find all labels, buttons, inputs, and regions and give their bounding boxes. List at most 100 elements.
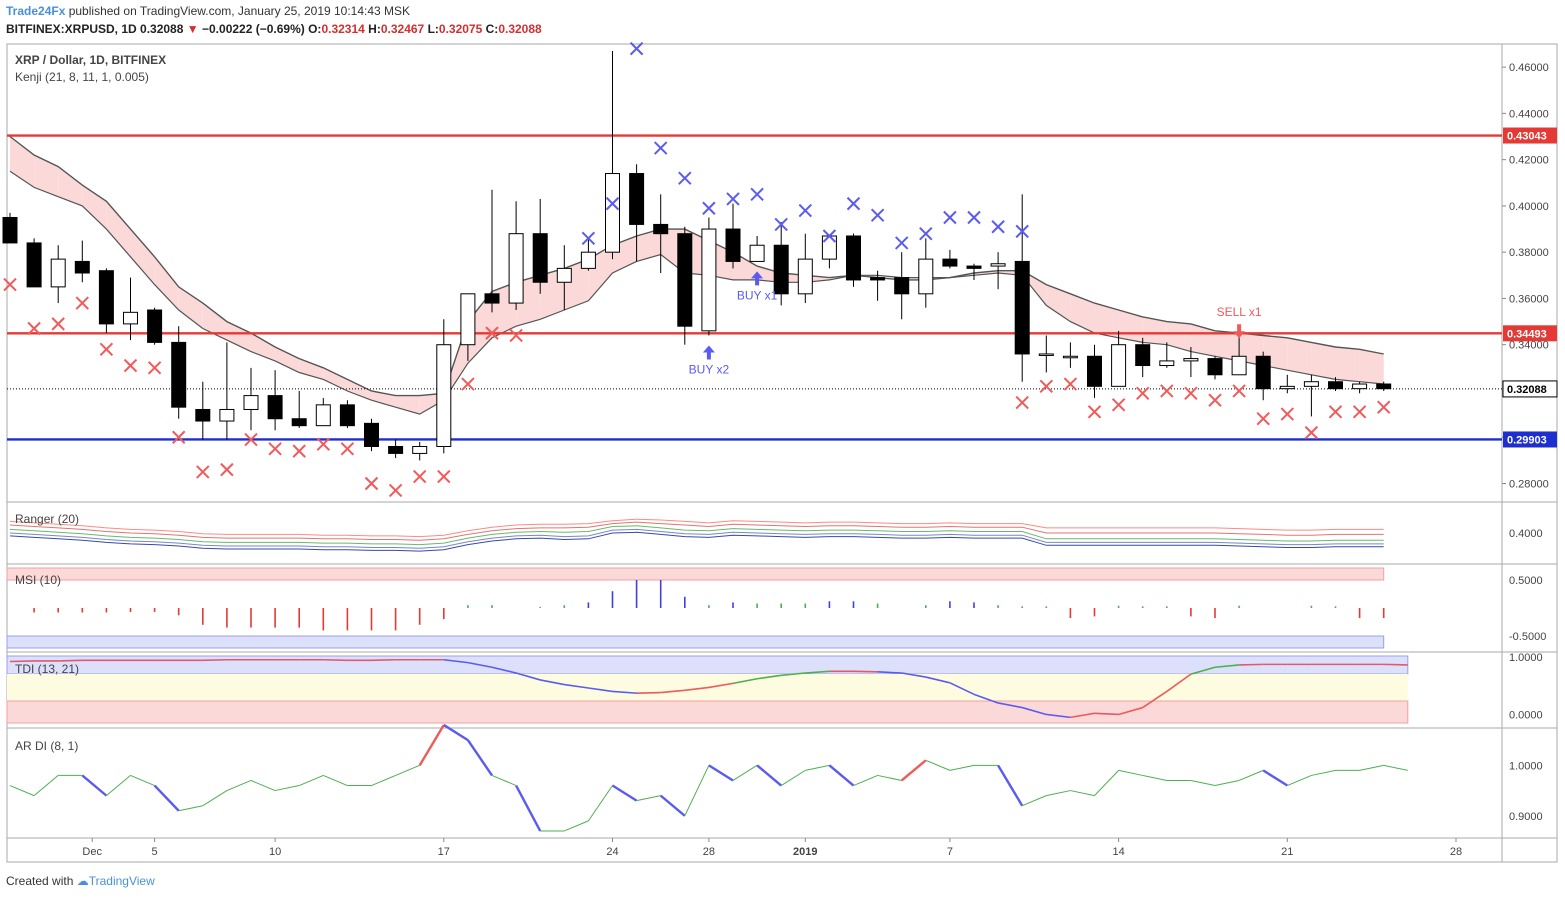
ardi-line-segment	[708, 764, 734, 782]
ardi-line-segment	[756, 764, 782, 787]
candle-body	[74, 260, 90, 274]
marker-stroke	[51, 317, 65, 331]
down-triangle-icon: ▼	[186, 22, 199, 36]
buy-arrow-icon	[702, 345, 715, 360]
ranger-indicator-label[interactable]: Ranger (20)	[15, 512, 80, 526]
marker-stroke	[509, 328, 523, 343]
candle-body	[412, 445, 428, 454]
close-label: C:	[485, 22, 499, 36]
marker-stroke	[244, 432, 258, 447]
kenji-band-segment	[323, 367, 348, 391]
ardi-line-segment	[1142, 774, 1167, 781]
ardi-line-segment	[780, 769, 806, 786]
candle-body	[870, 277, 886, 281]
msi-upper-zone	[6, 567, 1385, 581]
red-x-marker	[412, 469, 427, 484]
msi-indicator-label[interactable]: MSI (10)	[15, 573, 62, 587]
tdi-line-segment	[467, 661, 493, 669]
candle-body	[1207, 358, 1223, 376]
candle-body	[1135, 344, 1151, 367]
candle-body	[653, 223, 669, 235]
tradingview-logo-icon[interactable]: ☁	[76, 874, 89, 888]
marker-stroke	[1160, 384, 1174, 398]
candle-body	[1159, 360, 1175, 367]
ardi-line-segment	[828, 764, 855, 787]
time-axis-label: 28	[703, 846, 715, 858]
blue-x-marker	[943, 210, 957, 225]
ardi-line-segment	[106, 775, 131, 797]
marker-stroke	[437, 469, 451, 484]
tdi-line-segment	[660, 689, 685, 694]
ardi-line-segment	[900, 759, 927, 782]
level-tag	[1503, 127, 1557, 144]
candle-body	[1231, 355, 1247, 376]
created-with-text: Created with	[6, 874, 74, 888]
blue-x-marker	[894, 236, 909, 250]
tdi-line-segment	[853, 670, 878, 673]
red-x-marker	[1111, 398, 1126, 412]
tdi-line-segment	[1214, 664, 1240, 669]
ranger-line	[9, 531, 1384, 552]
red-x-marker	[1184, 386, 1198, 400]
ardi-line-segment	[1214, 779, 1240, 787]
marker-stroke	[943, 210, 957, 225]
red-x-marker	[27, 321, 41, 336]
kenji-indicator-label[interactable]: Kenji (21, 8, 11, 1, 0.005)	[15, 70, 149, 84]
kenji-band-segment	[1166, 321, 1191, 352]
tdi-line-segment	[491, 666, 517, 674]
ardi-line-segment	[997, 764, 1024, 807]
ardi-line-segment	[877, 774, 902, 781]
publisher-name[interactable]: Trade24Fx	[6, 4, 66, 18]
candle-body	[1183, 358, 1199, 362]
red-x-marker	[196, 465, 210, 479]
candle-body	[50, 258, 66, 288]
time-axis-label: 2019	[793, 846, 817, 858]
marker-stroke	[702, 201, 716, 215]
low-label: L:	[427, 22, 439, 36]
candle-body	[1303, 381, 1319, 387]
red-x-marker	[364, 476, 379, 491]
ardi-line-segment	[178, 805, 203, 812]
candle-body	[1087, 355, 1102, 387]
level-tag	[1503, 431, 1557, 448]
marker-stroke	[99, 342, 114, 357]
tdi-axis-label: 1.0000	[1509, 652, 1543, 664]
tdi-upper-zone	[6, 655, 1409, 675]
tdi-line-segment	[805, 670, 830, 674]
red-x-marker	[51, 317, 65, 331]
high-value: 0.32467	[380, 22, 425, 36]
marker-stroke	[388, 483, 403, 498]
candle-body	[797, 258, 813, 295]
kenji-band-segment	[106, 201, 131, 257]
tdi-indicator-label[interactable]: TDI (13, 21)	[15, 662, 80, 676]
ranger-line	[9, 521, 1384, 541]
ardi-line-segment	[636, 795, 661, 802]
kenji-band-segment	[1311, 342, 1336, 380]
tradingview-brand[interactable]: TradingView	[88, 874, 155, 888]
tdi-line-segment	[997, 702, 1023, 709]
blue-x-marker	[605, 196, 620, 211]
time-axis-label: 10	[269, 846, 281, 858]
kenji-band-segment	[178, 286, 203, 329]
ardi-line-segment	[153, 784, 180, 812]
candle-body	[243, 395, 259, 410]
marker-stroke	[292, 444, 306, 458]
ardi-indicator-label[interactable]: AR DI (8, 1)	[15, 739, 79, 753]
time-axis-label: 5	[152, 846, 158, 858]
ardi-line-segment	[81, 774, 108, 797]
red-x-marker	[171, 430, 186, 444]
blue-x-marker	[750, 187, 764, 202]
candle-body	[1062, 355, 1078, 359]
red-x-marker	[1208, 393, 1222, 407]
ardi-line-segment	[587, 785, 613, 822]
marker-stroke	[870, 208, 885, 222]
kenji-slow-line	[9, 135, 1384, 397]
marker-stroke	[123, 358, 138, 373]
blue-x-marker	[678, 171, 692, 185]
marker-stroke	[1063, 377, 1078, 391]
ardi-axis-label: 1.0000	[1509, 760, 1543, 772]
ardi-line-segment	[226, 780, 252, 792]
candle-body	[315, 404, 331, 427]
candle-body	[1014, 260, 1030, 355]
